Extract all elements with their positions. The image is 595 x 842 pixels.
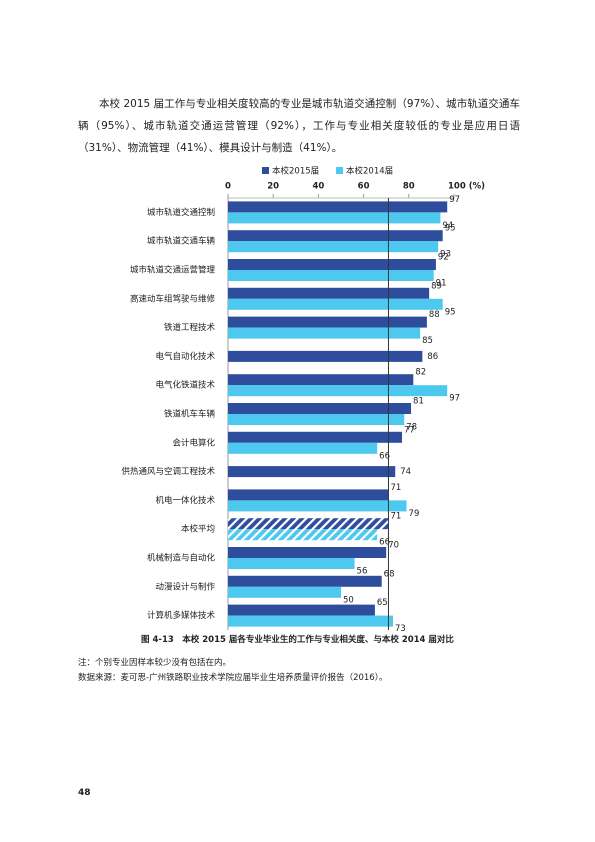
value-label: 93	[440, 250, 451, 260]
category-label: 电气化铁道技术	[155, 380, 215, 391]
value-label: 86	[427, 352, 438, 362]
value-label: 77	[404, 425, 415, 435]
value-label: 85	[422, 336, 433, 346]
bar	[228, 403, 412, 414]
legend-label: 本校2014届	[346, 166, 393, 177]
bar	[228, 316, 427, 328]
legend-swatch	[262, 167, 269, 174]
note: 注：个别专业因样本较少没有包括在内。	[78, 658, 232, 668]
category-label: 供热通风与空调工程技术	[121, 466, 215, 477]
bar	[228, 298, 443, 310]
bar	[228, 327, 421, 339]
x-tick-label: 100 (%)	[448, 182, 485, 192]
value-label: 89	[431, 281, 442, 291]
bar	[228, 270, 434, 281]
value-label: 91	[436, 279, 447, 289]
bar	[228, 586, 341, 598]
value-label: 88	[429, 310, 440, 320]
bar	[228, 414, 405, 425]
bar	[228, 212, 441, 224]
x-tick-label: 0	[225, 182, 231, 192]
category-label: 城市轨道交通运营管理	[130, 265, 216, 276]
value-label: 65	[377, 598, 388, 608]
value-label: 81	[413, 397, 424, 407]
bar	[228, 259, 436, 270]
page-number: 48	[78, 788, 91, 798]
caption: 图 4-13 本校 2015 届各专业毕业生的工作与专业相关度、与本校 2014…	[141, 635, 454, 645]
value-label: 79	[409, 509, 420, 519]
value-label: 74	[400, 467, 411, 477]
bar	[228, 575, 382, 587]
category-label: 本校平均	[181, 524, 215, 535]
value-label: 56	[357, 567, 368, 577]
x-tick-label: 60	[358, 182, 370, 192]
bar	[228, 489, 389, 501]
bar	[228, 442, 378, 454]
value-label: 95	[445, 224, 456, 234]
bar	[228, 615, 393, 627]
category-label: 铁道工程技术	[164, 322, 216, 333]
x-tick-label: 40	[312, 182, 324, 192]
note: 数据来源：麦可思-广州铁路职业技术学院应届毕业生培养质量评价报告（2016）。	[78, 673, 388, 683]
value-label: 50	[343, 595, 354, 605]
category-label: 机电一体化技术	[155, 495, 215, 506]
bar	[228, 558, 355, 569]
bar	[228, 518, 389, 530]
bar	[228, 374, 414, 386]
bar	[228, 230, 443, 242]
bar	[228, 201, 448, 213]
x-tick-label: 80	[403, 182, 415, 192]
value-label: 82	[415, 368, 426, 378]
category-label: 城市轨道交通车辆	[147, 236, 216, 247]
value-label: 66	[379, 538, 390, 548]
category-label: 城市轨道交通控制	[147, 207, 215, 218]
legend-swatch	[336, 167, 343, 174]
value-label: 73	[395, 624, 406, 634]
category-label: 动漫设计与制作	[155, 581, 215, 592]
category-label: 铁道机车车辆	[164, 409, 216, 420]
bar	[228, 604, 375, 616]
value-label: 70	[388, 541, 399, 551]
bar	[228, 350, 423, 362]
value-label: 71	[390, 512, 401, 522]
bar	[228, 466, 396, 478]
value-label: 97	[449, 195, 460, 205]
value-label: 95	[445, 307, 456, 317]
bar	[228, 547, 387, 558]
category-label: 计算机多媒体技术	[147, 610, 216, 621]
bar	[228, 500, 407, 512]
legend-label: 本校2015届	[272, 166, 319, 177]
paragraph: 本校 2015 届工作与专业相关度较高的专业是城市轨道交通控制（97%）、城市轨…	[78, 98, 520, 154]
category-label: 电气自动化技术	[155, 351, 215, 362]
bar	[228, 385, 448, 397]
category-label: 高速动车组驾驶与维修	[130, 293, 216, 304]
bar	[228, 431, 403, 443]
value-label: 97	[449, 394, 460, 404]
bar	[228, 529, 378, 541]
category-label: 会计电算化	[172, 437, 215, 448]
value-label: 94	[442, 221, 453, 231]
value-label: 92	[438, 253, 449, 263]
value-label: 68	[384, 569, 395, 579]
value-label: 66	[379, 451, 390, 461]
x-tick-label: 20	[267, 182, 279, 192]
bar	[228, 241, 439, 253]
bar	[228, 287, 430, 299]
category-label: 机械制造与自动化	[147, 553, 216, 564]
value-label: 71	[390, 483, 401, 493]
value-label: 78	[406, 423, 417, 433]
